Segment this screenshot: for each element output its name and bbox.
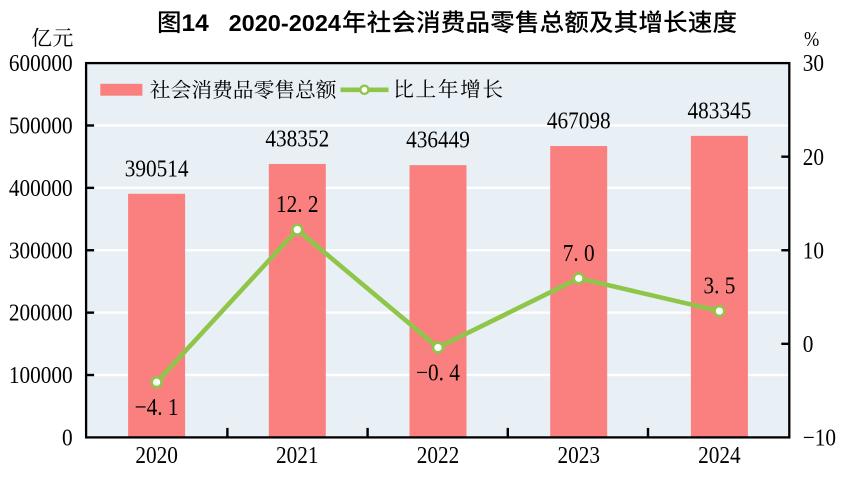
svg-text:2021: 2021 bbox=[276, 442, 319, 469]
svg-text:3. 5: 3. 5 bbox=[703, 272, 735, 299]
svg-text:400000: 400000 bbox=[9, 175, 73, 202]
svg-text:436449: 436449 bbox=[406, 126, 470, 153]
svg-text:2023: 2023 bbox=[557, 442, 600, 469]
svg-text:7. 0: 7. 0 bbox=[563, 240, 595, 267]
svg-text:−10: −10 bbox=[803, 424, 836, 451]
svg-text:438352: 438352 bbox=[265, 125, 329, 152]
svg-text:14: 14 bbox=[182, 10, 210, 37]
svg-text:−4. 1: −4. 1 bbox=[135, 394, 179, 421]
svg-text:2024: 2024 bbox=[698, 442, 741, 469]
svg-text:467098: 467098 bbox=[547, 107, 611, 134]
svg-text:300000: 300000 bbox=[9, 237, 73, 264]
svg-text:2022: 2022 bbox=[417, 442, 460, 469]
svg-text:390514: 390514 bbox=[125, 155, 189, 182]
svg-text:2020: 2020 bbox=[135, 442, 178, 469]
svg-text:600000: 600000 bbox=[9, 50, 73, 77]
svg-text:10: 10 bbox=[803, 237, 824, 264]
svg-text:−0. 4: −0. 4 bbox=[416, 359, 460, 386]
svg-text:100000: 100000 bbox=[9, 362, 73, 389]
svg-text:%: % bbox=[804, 28, 819, 51]
svg-text:20: 20 bbox=[803, 144, 824, 171]
svg-text:500000: 500000 bbox=[9, 112, 73, 139]
svg-text:483345: 483345 bbox=[688, 97, 752, 124]
svg-text:30: 30 bbox=[803, 50, 824, 77]
svg-text:12. 2: 12. 2 bbox=[276, 191, 319, 218]
svg-text:0: 0 bbox=[62, 424, 73, 451]
svg-text:200000: 200000 bbox=[9, 299, 73, 326]
svg-text:0: 0 bbox=[803, 331, 814, 358]
svg-text:2020-2024: 2020-2024 bbox=[229, 10, 341, 36]
